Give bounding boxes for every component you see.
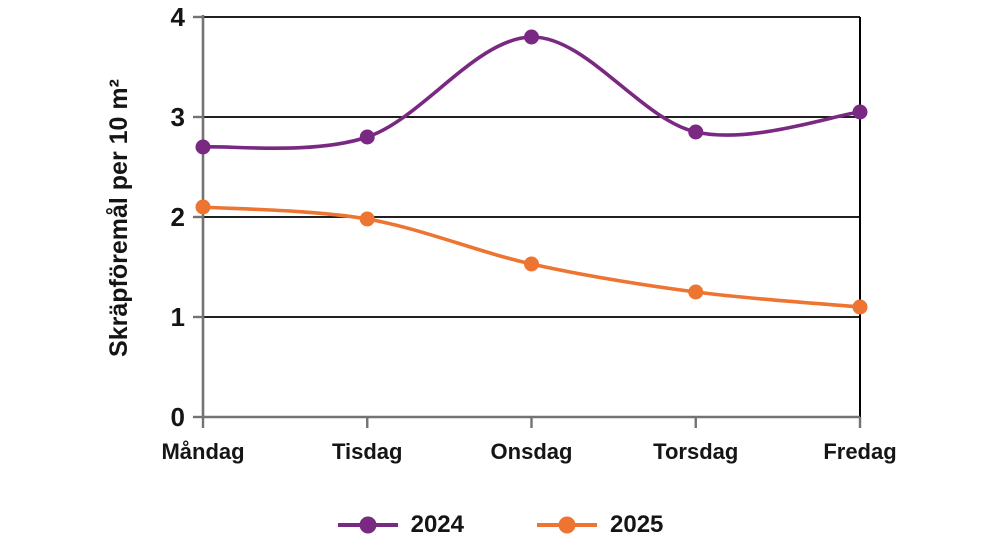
x-category-label: Onsdag (491, 439, 573, 464)
series-lines (195, 29, 868, 315)
data-point-2024-2 (524, 29, 539, 45)
legend-marker (359, 516, 377, 534)
x-category-label: Fredag (823, 439, 896, 464)
chart-canvas: 0 1 2 3 4 Måndag Tisdag Onsdag Torsdag Fredag Skr… (105, 2, 897, 464)
axis-labels: 0 1 2 3 4 Måndag Tisdag Onsdag Torsdag Fredag (161, 2, 896, 464)
data-point-2025-1 (359, 211, 375, 227)
legend-label: 2024 (410, 511, 464, 538)
data-point-2025-3 (688, 284, 704, 300)
legend-swatch-2024 (337, 516, 398, 534)
legend: 2024 2025 (0, 506, 1000, 544)
legend-item-2025: 2025 (536, 513, 663, 537)
legend-swatch-2025 (537, 516, 597, 534)
data-point-2025-2 (524, 256, 539, 272)
legend-item-2024: 2024 (337, 513, 464, 537)
data-point-2025-4 (852, 299, 868, 315)
data-point-2024-3 (688, 124, 704, 140)
y-tick-label: 4 (171, 2, 186, 32)
x-category-label: Tisdag (332, 439, 403, 464)
y-axis-title: Skräpföremål per 10 m² (105, 79, 133, 357)
data-point-2025-0 (195, 199, 211, 215)
data-point-2024-4 (852, 104, 868, 120)
gridlines (203, 16, 861, 417)
legend-label: 2025 (610, 511, 664, 538)
y-tick-label: 1 (171, 302, 185, 332)
x-category-label: Torsdag (653, 439, 738, 464)
tick-marks (193, 15, 862, 428)
legend-marker (558, 516, 576, 534)
y-tick-label: 3 (171, 102, 185, 132)
y-tick-label: 2 (171, 202, 185, 232)
axes (201, 15, 860, 419)
data-point-2024-0 (195, 139, 211, 155)
x-category-label: Måndag (161, 439, 244, 464)
series-line-2024 (201, 35, 862, 150)
data-point-2024-1 (359, 129, 375, 145)
y-tick-label: 0 (171, 402, 185, 432)
